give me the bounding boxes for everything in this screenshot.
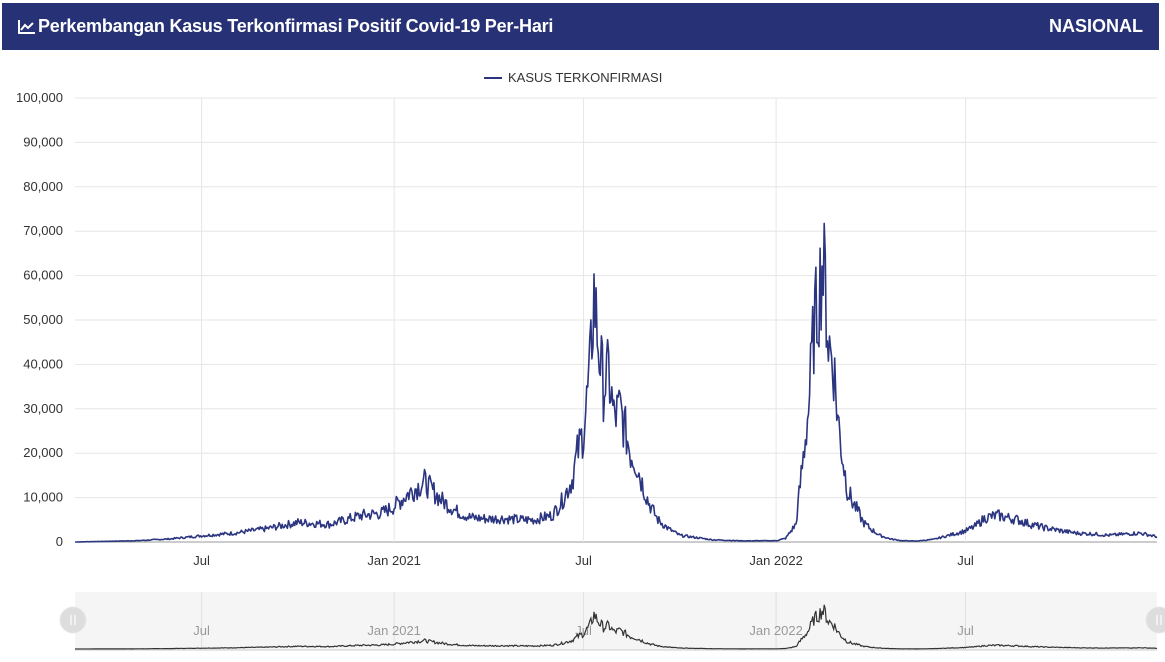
y-tick-label: 30,000	[23, 401, 63, 416]
line-chart-icon	[18, 19, 36, 35]
x-tick-label: Jul	[957, 553, 974, 568]
x-tick-label: Jan 2022	[749, 553, 803, 568]
navigator-tick-label: Jan 2022	[749, 623, 803, 638]
plot-series	[75, 222, 1158, 543]
chart-header: Perkembangan Kasus Terkonfirmasi Positif…	[2, 3, 1159, 50]
y-tick-label: 90,000	[23, 134, 63, 149]
y-tick-label: 40,000	[23, 356, 63, 371]
y-tick-label: 80,000	[23, 179, 63, 194]
x-tick-label: Jan 2021	[367, 553, 421, 568]
x-axis: Jul Jan 2021 Jul Jan 2022 Jul	[193, 553, 974, 568]
navigator-tick-label: Jul	[957, 623, 974, 638]
series-line-kasus-terkonfirmasi[interactable]	[75, 222, 1158, 543]
navigator-handle-right[interactable]	[1145, 606, 1165, 634]
navigator[interactable]: Jul Jan 2021 Jul Jan 2022 Jul	[59, 592, 1165, 651]
legend-label[interactable]: KASUS TERKONFIRMASI	[508, 70, 662, 85]
y-tick-label: 100,000	[16, 90, 63, 105]
y-tick-label: 0	[56, 534, 63, 549]
x-tick-label: Jul	[193, 553, 210, 568]
legend[interactable]: KASUS TERKONFIRMASI	[484, 70, 662, 85]
grid	[75, 97, 1157, 543]
navigator-series-line	[75, 604, 1158, 650]
y-tick-label: 10,000	[23, 490, 63, 505]
scope-label: NASIONAL	[1049, 16, 1143, 36]
navigator-handle-left[interactable]	[59, 606, 87, 634]
navigator-tick-label: Jan 2021	[367, 623, 421, 638]
y-tick-label: 50,000	[23, 312, 63, 327]
navigator-background[interactable]	[75, 592, 1157, 650]
y-tick-label: 20,000	[23, 445, 63, 460]
header-left: Perkembangan Kasus Terkonfirmasi Positif…	[18, 16, 553, 37]
navigator-tick-label: Jul	[193, 623, 210, 638]
y-tick-label: 70,000	[23, 223, 63, 238]
y-axis: 0 10,000 20,000 30,000 40,000 50,000 60,000 70,…	[16, 90, 63, 549]
y-tick-label: 60,000	[23, 268, 63, 283]
chart-title: Perkembangan Kasus Terkonfirmasi Positif…	[38, 16, 554, 36]
x-tick-label: Jul	[575, 553, 592, 568]
